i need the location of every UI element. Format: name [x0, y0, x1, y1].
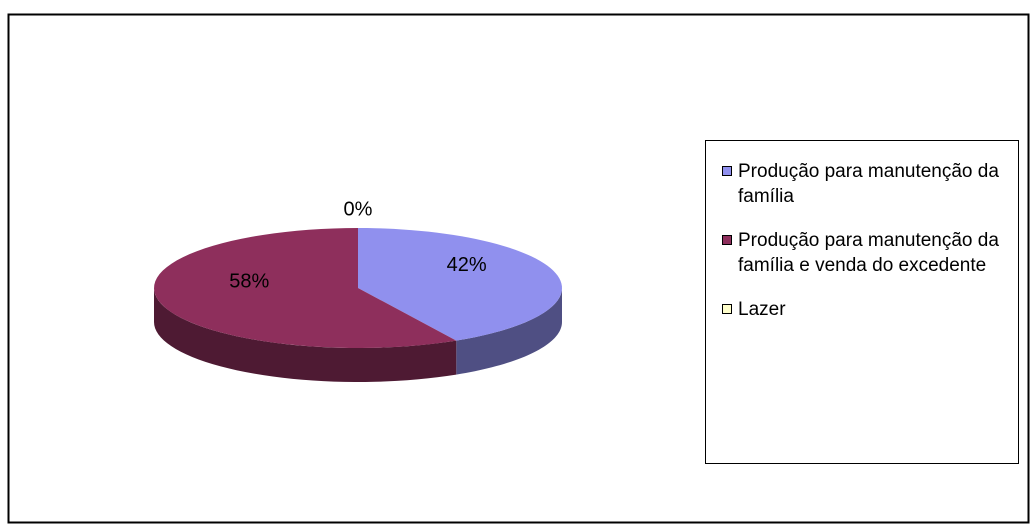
pie-side — [456, 288, 562, 375]
legend-label: Produção para manutenção da família e ve… — [738, 230, 999, 276]
data-label: 42% — [447, 254, 487, 276]
legend-swatch — [722, 304, 732, 314]
data-label: 58% — [229, 270, 269, 292]
pie-tops — [154, 228, 562, 348]
legend-label: Lazer — [738, 299, 786, 320]
legend-swatch — [722, 235, 732, 245]
pie-side — [154, 288, 457, 382]
legend-label: Produção para manutenção da família — [738, 161, 999, 207]
legend-item: Produção para manutenção da família e ve… — [718, 228, 1010, 278]
pie-slice — [154, 228, 457, 348]
legend-item: Produção para manutenção da família — [718, 159, 1010, 209]
legend: Produção para manutenção da família Produ… — [705, 140, 1019, 464]
legend-item: Lazer — [718, 297, 1010, 322]
pie-sides — [154, 288, 562, 382]
frame — [7, 13, 1030, 524]
legend-swatch — [722, 166, 732, 176]
pie-slice — [358, 228, 562, 341]
data-label: 0% — [344, 198, 373, 220]
